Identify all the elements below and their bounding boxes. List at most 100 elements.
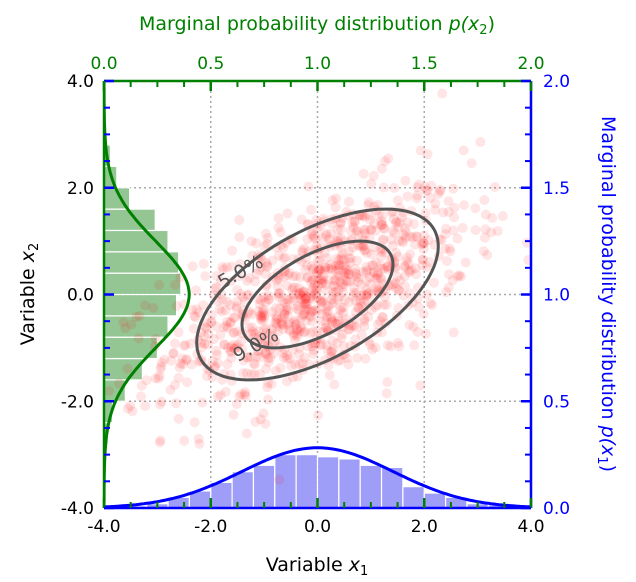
scatter-point bbox=[311, 305, 322, 316]
scatter-point bbox=[338, 279, 349, 290]
scatter-point bbox=[179, 340, 190, 351]
scatter-point bbox=[335, 276, 346, 287]
scatter-point bbox=[283, 319, 294, 330]
scatter-point bbox=[377, 219, 388, 230]
scatter-point bbox=[234, 232, 245, 243]
scatter-point bbox=[329, 275, 340, 286]
scatter-point bbox=[344, 324, 355, 335]
scatter-point bbox=[478, 246, 489, 257]
scatter-point bbox=[262, 260, 273, 271]
scatter-point bbox=[211, 270, 222, 281]
scatter-point bbox=[276, 318, 287, 329]
scatter-point bbox=[259, 291, 270, 302]
scatter-point bbox=[299, 298, 310, 309]
scatter-point bbox=[376, 263, 387, 274]
top-tick-label: 0.5 bbox=[197, 54, 224, 74]
scatter-point bbox=[309, 231, 320, 242]
scatter-point bbox=[290, 270, 301, 281]
scatter-point bbox=[257, 315, 268, 326]
scatter-point bbox=[343, 359, 354, 370]
scatter-point bbox=[277, 296, 288, 307]
scatter-point bbox=[375, 273, 386, 284]
scatter-point bbox=[539, 140, 549, 150]
scatter-point bbox=[358, 266, 369, 277]
scatter-point bbox=[337, 287, 348, 298]
scatter-point bbox=[301, 272, 312, 283]
scatter-point bbox=[335, 355, 346, 366]
scatter-point bbox=[273, 222, 284, 233]
top-axis-label: Marginal probability distribution p(x2) bbox=[139, 13, 495, 38]
scatter-point bbox=[294, 358, 305, 369]
scatter-point bbox=[389, 182, 400, 193]
scatter-point bbox=[381, 299, 392, 310]
scatter-point bbox=[228, 339, 239, 350]
scatter-point bbox=[326, 294, 337, 305]
scatter-point bbox=[482, 250, 493, 261]
scatter-point bbox=[113, 378, 124, 389]
scatter-point bbox=[203, 328, 214, 339]
scatter-point bbox=[231, 303, 242, 314]
scatter-point bbox=[182, 377, 193, 388]
scatter-point bbox=[306, 312, 317, 323]
scatter-point bbox=[265, 352, 276, 363]
scatter-point bbox=[390, 277, 401, 288]
scatter-point bbox=[136, 391, 147, 402]
scatter-point bbox=[279, 298, 290, 309]
scatter-point bbox=[267, 324, 278, 335]
scatter-point bbox=[254, 352, 265, 363]
scatter-point bbox=[370, 273, 381, 284]
scatter-point bbox=[201, 371, 212, 382]
scatter-point bbox=[122, 363, 133, 374]
scatter-point bbox=[448, 183, 459, 194]
scatter-point bbox=[236, 336, 247, 347]
scatter-point bbox=[359, 296, 370, 307]
scatter-point bbox=[454, 270, 465, 281]
scatter-point bbox=[294, 287, 305, 298]
scatter-point bbox=[256, 295, 267, 306]
scatter-point bbox=[263, 294, 274, 305]
scatter-point bbox=[291, 318, 302, 329]
scatter-point bbox=[225, 346, 236, 357]
scatter-point bbox=[290, 315, 301, 326]
scatter-point bbox=[154, 437, 165, 448]
scatter-point bbox=[283, 304, 294, 315]
scatter-point bbox=[367, 288, 378, 299]
scatter-point bbox=[381, 388, 392, 399]
scatter-point bbox=[263, 290, 274, 301]
scatter-point bbox=[350, 334, 361, 345]
scatter-point bbox=[372, 273, 383, 284]
scatter-point bbox=[317, 297, 328, 308]
scatter-point bbox=[299, 299, 310, 310]
scatter-point bbox=[421, 185, 432, 196]
x-tick-label: 0.0 bbox=[304, 517, 331, 537]
scatter-point bbox=[191, 304, 202, 315]
scatter-point bbox=[156, 361, 167, 372]
x1-histogram-bar bbox=[338, 458, 361, 508]
scatter-point bbox=[298, 327, 309, 338]
scatter-point bbox=[134, 310, 145, 321]
scatter-point bbox=[298, 287, 309, 298]
scatter-point bbox=[155, 363, 166, 374]
scatter-point bbox=[317, 297, 328, 308]
scatter-point bbox=[359, 211, 370, 222]
scatter-point bbox=[240, 391, 251, 402]
scatter-point bbox=[328, 297, 339, 308]
scatter-point bbox=[448, 225, 459, 236]
scatter-point bbox=[350, 267, 361, 278]
scatter-point bbox=[155, 435, 166, 446]
scatter-point bbox=[292, 371, 303, 382]
scatter-point bbox=[279, 309, 290, 320]
scatter-point bbox=[332, 337, 343, 348]
scatter-point bbox=[305, 310, 316, 321]
scatter-point bbox=[232, 285, 243, 296]
scatter-point bbox=[307, 274, 318, 285]
scatter-point bbox=[418, 308, 429, 319]
scatter-point bbox=[404, 288, 415, 299]
scatter-point bbox=[272, 313, 283, 324]
scatter-point bbox=[181, 355, 192, 366]
scatter-point bbox=[359, 245, 370, 256]
scatter-point bbox=[321, 253, 332, 264]
scatter-point bbox=[264, 328, 275, 339]
scatter-point bbox=[140, 300, 151, 311]
scatter-point bbox=[305, 292, 316, 303]
